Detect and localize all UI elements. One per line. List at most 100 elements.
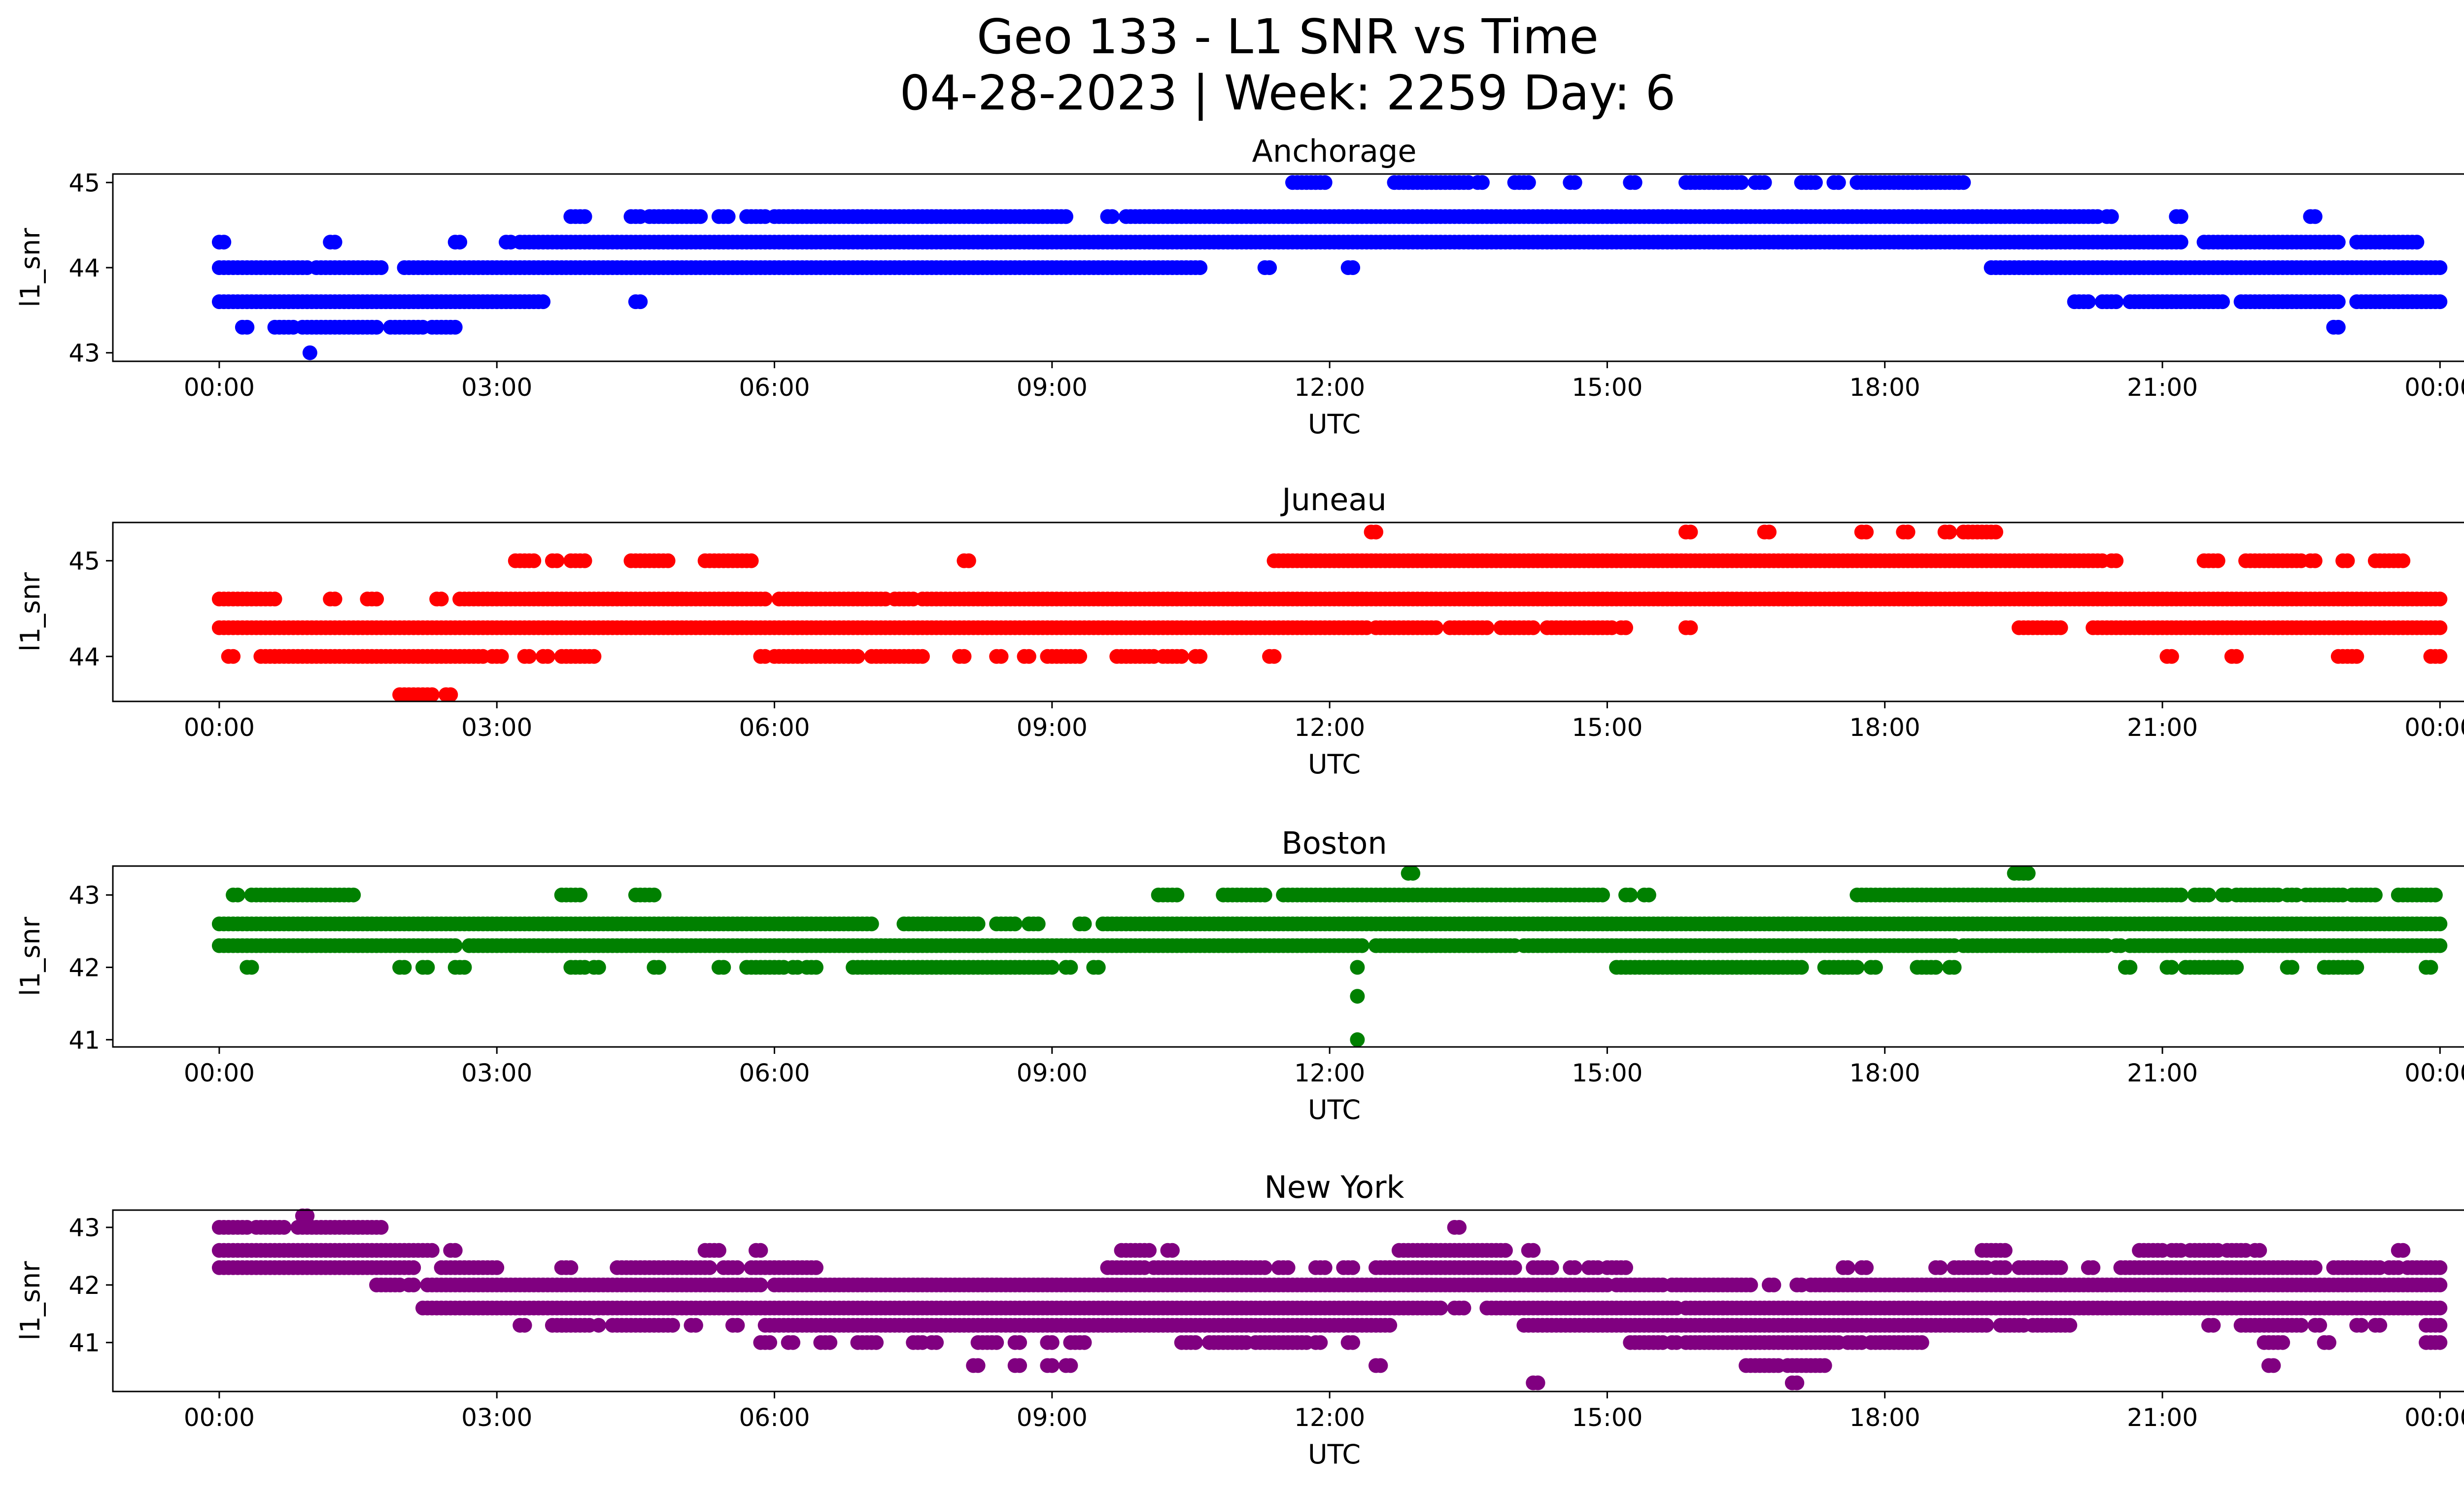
data-point bbox=[230, 887, 245, 903]
data-point bbox=[2109, 553, 2124, 568]
data-point bbox=[716, 960, 731, 975]
data-point bbox=[517, 1318, 532, 1333]
data-point bbox=[327, 235, 342, 250]
data-point bbox=[577, 209, 592, 224]
data-point bbox=[2432, 1300, 2448, 1316]
data-point bbox=[1623, 887, 1638, 903]
data-point bbox=[2330, 319, 2346, 335]
data-point bbox=[1193, 649, 1208, 664]
data-point bbox=[374, 260, 389, 275]
data-point bbox=[786, 1335, 801, 1350]
data-point bbox=[633, 294, 648, 310]
data-point bbox=[2173, 887, 2189, 903]
data-point bbox=[647, 887, 662, 903]
y-tick-label: 45 bbox=[68, 169, 100, 197]
data-point bbox=[2432, 916, 2448, 932]
data-point bbox=[2215, 294, 2230, 310]
x-tick-label: 12:00 bbox=[1294, 1059, 1365, 1087]
data-point bbox=[1044, 1335, 1060, 1350]
data-point bbox=[688, 1318, 703, 1333]
data-point bbox=[591, 1318, 606, 1333]
x-tick-label: 15:00 bbox=[1572, 713, 1643, 742]
data-point bbox=[327, 591, 342, 607]
data-point bbox=[1641, 887, 1656, 903]
data-point bbox=[494, 649, 509, 664]
data-point bbox=[346, 887, 361, 903]
data-point bbox=[2432, 591, 2448, 607]
data-point bbox=[2432, 649, 2448, 664]
data-point bbox=[822, 1335, 838, 1350]
data-point bbox=[2164, 960, 2179, 975]
data-points bbox=[211, 1208, 2448, 1391]
data-point bbox=[2173, 209, 2189, 224]
data-point bbox=[961, 553, 976, 568]
data-point bbox=[457, 960, 472, 975]
data-point bbox=[1956, 175, 1971, 190]
data-point bbox=[1072, 649, 1088, 664]
data-point bbox=[651, 960, 666, 975]
data-point bbox=[2322, 1335, 2336, 1350]
x-tick-label: 18:00 bbox=[1849, 1059, 1920, 1087]
data-point bbox=[1174, 649, 1189, 664]
subplot-title: Juneau bbox=[1280, 482, 1386, 518]
data-point bbox=[864, 916, 879, 932]
data-point bbox=[1914, 1335, 1929, 1350]
data-point bbox=[660, 553, 676, 568]
x-tick-label: 00:00 bbox=[184, 713, 255, 742]
y-axis-label: l1_snr bbox=[15, 228, 46, 308]
data-point bbox=[2349, 649, 2364, 664]
data-points bbox=[211, 866, 2448, 1047]
data-point bbox=[1849, 960, 1865, 975]
data-point bbox=[2409, 235, 2425, 250]
data-point bbox=[2354, 1318, 2369, 1333]
data-point bbox=[1044, 1358, 1060, 1373]
data-point bbox=[1627, 175, 1643, 190]
x-tick-label: 18:00 bbox=[1849, 713, 1920, 742]
x-tick-label: 00:00 bbox=[2404, 713, 2464, 742]
data-point bbox=[2062, 1318, 2078, 1333]
y-tick-label: 44 bbox=[68, 643, 100, 671]
x-tick-label: 00:00 bbox=[2404, 373, 2464, 402]
data-point bbox=[1257, 887, 1272, 903]
x-tick-label: 18:00 bbox=[1849, 373, 1920, 402]
data-point bbox=[957, 649, 972, 664]
data-point bbox=[970, 1358, 986, 1373]
data-point bbox=[1734, 175, 1749, 190]
axes-frame bbox=[112, 865, 2464, 1048]
data-point bbox=[591, 960, 606, 975]
data-point bbox=[2432, 1335, 2448, 1350]
data-point bbox=[1091, 960, 1106, 975]
data-point bbox=[1808, 175, 1823, 190]
data-point bbox=[1266, 649, 1282, 664]
data-point bbox=[993, 649, 1009, 664]
data-point bbox=[2396, 553, 2411, 568]
data-point bbox=[2312, 1318, 2327, 1333]
data-point bbox=[2340, 553, 2355, 568]
data-point bbox=[586, 649, 602, 664]
data-point bbox=[1030, 916, 1046, 932]
data-point bbox=[730, 1318, 745, 1333]
data-point bbox=[1063, 960, 1078, 975]
data-point bbox=[1567, 175, 1582, 190]
data-point bbox=[521, 649, 537, 664]
data-point bbox=[753, 1277, 768, 1292]
y-tick-label: 44 bbox=[68, 254, 100, 282]
data-point bbox=[850, 649, 865, 664]
figure-title-line2: 04-28-2023 | Week: 2259 Day: 6 bbox=[900, 65, 1676, 121]
data-point bbox=[1429, 620, 1443, 635]
y-tick-label: 42 bbox=[68, 954, 100, 982]
data-point bbox=[1683, 524, 1698, 540]
data-point bbox=[369, 319, 384, 335]
data-point bbox=[929, 1335, 944, 1350]
data-point bbox=[424, 687, 440, 702]
data-point bbox=[2367, 887, 2383, 903]
data-point bbox=[2206, 1318, 2221, 1333]
subplot-title: Anchorage bbox=[1252, 133, 1416, 169]
data-point bbox=[1382, 1318, 1398, 1333]
x-axis-label: UTC bbox=[1308, 409, 1361, 440]
x-tick-label: 09:00 bbox=[1017, 1059, 1088, 1087]
data-point bbox=[1354, 938, 1369, 953]
